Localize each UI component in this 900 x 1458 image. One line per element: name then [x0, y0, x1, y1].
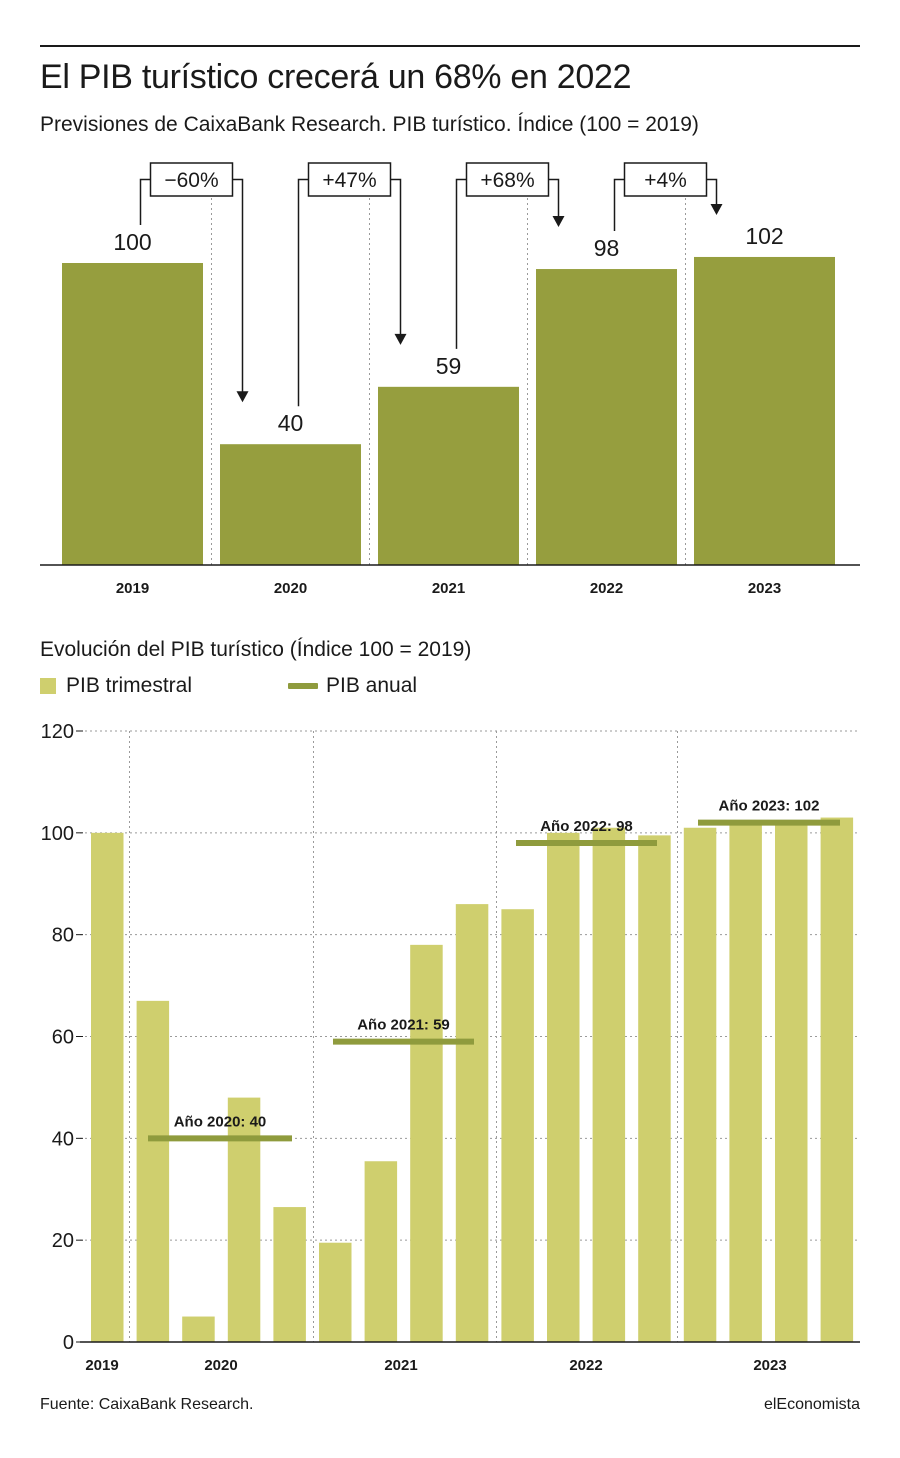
quarter-bar	[501, 909, 534, 1342]
x-label-2019: 2019	[116, 580, 149, 597]
quarter-bar	[638, 835, 671, 1342]
quarterly-bar-chart: 0 20 40 60 80 100 120 Año 2020: 40 Año 2021: 59 A…	[41, 721, 860, 1374]
annual-label-2022: Año 2022: 98	[540, 818, 633, 835]
annual-label-2021: Año 2021: 59	[357, 1017, 450, 1034]
y-tick-100: 100	[41, 823, 74, 845]
quarter-bar	[729, 820, 762, 1342]
quarter-bar	[820, 817, 854, 1342]
quarter-bar	[136, 1000, 170, 1342]
annual-label-2023: Año 2023: 102	[719, 798, 820, 815]
change-box	[307, 162, 392, 197]
annual-bar-chart: 100 2019 40 2020 59 2021 98 2022 102 2023 −60% +47%…	[40, 162, 860, 597]
x-label-2023: 2023	[753, 1357, 786, 1374]
change-label: +4%	[644, 169, 687, 192]
y-tick-80: 80	[52, 925, 74, 947]
quarter-bar	[364, 1161, 398, 1342]
legend-swatch-line	[288, 683, 318, 689]
change-box	[623, 162, 708, 197]
arrow-down-icon	[710, 203, 723, 215]
legend-swatch-bar	[40, 678, 56, 694]
quarter-bar	[547, 832, 580, 1342]
y-tick-120: 120	[41, 721, 74, 743]
quarter-bar	[775, 820, 808, 1342]
y-tick-0: 0	[63, 1332, 74, 1354]
legend-item-quarterly: PIB trimestral	[40, 674, 192, 698]
quarter-bar	[319, 1242, 352, 1342]
value-label-2021: 59	[436, 353, 462, 379]
bar-2019	[62, 263, 203, 565]
quarter-bar	[410, 944, 443, 1342]
legend-item-annual: PIB anual	[288, 674, 417, 698]
brand-logo-text: elEconomista	[763, 1396, 860, 1413]
connector-right	[232, 178, 244, 393]
value-label-2023: 102	[745, 223, 783, 249]
connector-right	[390, 178, 402, 335]
quarterly-chart-title: Evolución del PIB turístico (Índice 100 …	[40, 638, 472, 661]
value-label-2022: 98	[594, 235, 620, 261]
y-tick-20: 20	[52, 1230, 74, 1252]
change-label: +47%	[322, 169, 376, 192]
legend-label-annual: PIB anual	[326, 674, 418, 697]
page-subtitle: Previsiones de CaixaBank Research. PIB t…	[40, 113, 699, 136]
arrow-down-icon	[236, 391, 249, 403]
x-label-2021: 2021	[432, 580, 465, 597]
x-label-2022: 2022	[590, 580, 623, 597]
quarter-bar	[182, 1316, 215, 1342]
x-label-2023: 2023	[748, 580, 781, 597]
bar-2023	[694, 256, 835, 565]
source-note: Fuente: CaixaBank Research.	[40, 1396, 254, 1413]
y-tick-60: 60	[52, 1027, 74, 1049]
change-box	[465, 162, 550, 197]
x-label-2020: 2020	[204, 1357, 237, 1374]
change-annotation-2023: +4%	[613, 162, 723, 232]
quarter-bar	[227, 1097, 261, 1342]
quarter-bar	[91, 832, 124, 1342]
quarter-bar	[455, 904, 489, 1342]
value-label-2020: 40	[278, 410, 304, 436]
quarter-bar	[273, 1207, 306, 1342]
connector-right	[706, 178, 718, 205]
quarter-bar	[683, 827, 717, 1342]
x-label-2021: 2021	[384, 1357, 417, 1374]
arrow-down-icon	[394, 333, 407, 345]
value-label-2019: 100	[113, 229, 151, 255]
connector-left	[455, 178, 467, 349]
bar-2022	[536, 269, 677, 565]
legend-label-quarterly: PIB trimestral	[66, 674, 193, 697]
arrow-down-icon	[552, 216, 565, 228]
connector-left	[613, 178, 625, 232]
change-label: −60%	[164, 169, 218, 192]
page-title: El PIB turístico crecerá un 68% en 2022	[40, 58, 632, 96]
quarter-bar	[592, 827, 626, 1342]
change-box	[149, 162, 234, 197]
x-label-2022: 2022	[569, 1357, 602, 1374]
connector-left	[139, 178, 151, 225]
change-annotation-2020: −60%	[139, 162, 249, 403]
bar-2020	[220, 444, 361, 565]
legend: PIB trimestral PIB anual	[40, 674, 640, 700]
top-rule	[40, 45, 860, 47]
x-label-2020: 2020	[274, 580, 307, 597]
connector-left	[297, 178, 309, 407]
bar-2021	[378, 386, 519, 565]
y-tick-40: 40	[52, 1128, 74, 1150]
change-annotation-2022: +68%	[455, 162, 565, 349]
change-annotation-2021: +47%	[297, 162, 407, 407]
connector-right	[548, 178, 560, 218]
change-label: +68%	[480, 169, 534, 192]
annual-label-2020: Año 2020: 40	[174, 1113, 267, 1130]
x-label-2019: 2019	[85, 1357, 118, 1374]
